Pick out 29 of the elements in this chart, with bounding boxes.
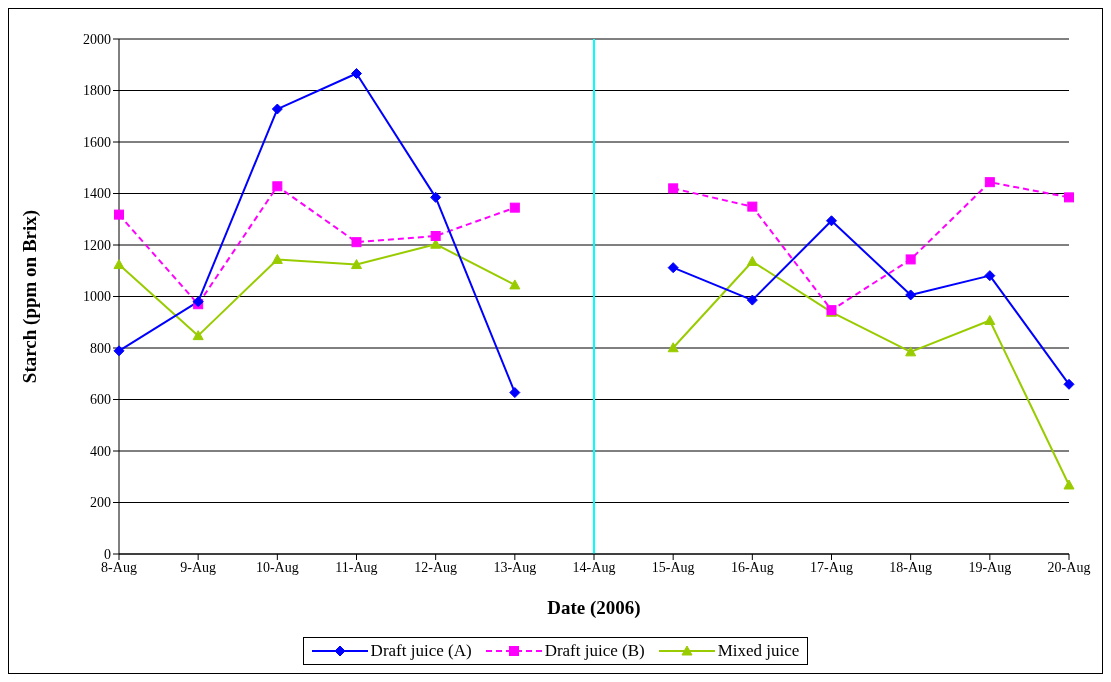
y-tick-label: 1600 [83, 134, 111, 150]
x-tick-label: 15-Aug [651, 559, 695, 575]
x-tick-label: 9-Aug [180, 559, 217, 575]
y-tick-label: 800 [90, 340, 111, 356]
y-tick-label: 1200 [83, 237, 111, 253]
x-tick-label: 20-Aug [1047, 559, 1091, 575]
legend-label: Draft juice (B) [544, 641, 645, 661]
y-tick-label: 0 [104, 546, 111, 562]
y-tick-label: 1000 [83, 289, 111, 305]
x-tick-label: 16-Aug [730, 559, 774, 575]
y-tick-label: 200 [90, 495, 111, 511]
legend-label: Mixed juice [717, 641, 800, 661]
y-tick-label: 400 [90, 443, 111, 459]
y-tick-label: 1400 [83, 186, 111, 202]
x-tick-label: 17-Aug [810, 559, 853, 575]
x-tick-label: 12-Aug [414, 559, 458, 575]
x-tick-label: 19-Aug [968, 559, 1012, 575]
legend-label: Draft juice (A) [370, 641, 472, 661]
x-tick-label: 18-Aug [889, 559, 933, 575]
y-tick-label: 600 [90, 392, 111, 408]
y-tick-label: 1800 [83, 83, 111, 99]
x-tick-label: 8-Aug [101, 559, 137, 575]
x-axis-title: Date (2006) [547, 597, 641, 619]
x-tick-label: 14-Aug [572, 559, 616, 575]
x-tick-label: 13-Aug [493, 559, 537, 575]
y-axis-title: Starch (ppm on Brix) [18, 209, 41, 384]
x-tick-label: 11-Aug [335, 559, 378, 575]
y-tick-label: 2000 [83, 31, 111, 47]
x-tick-label: 10-Aug [255, 559, 299, 575]
